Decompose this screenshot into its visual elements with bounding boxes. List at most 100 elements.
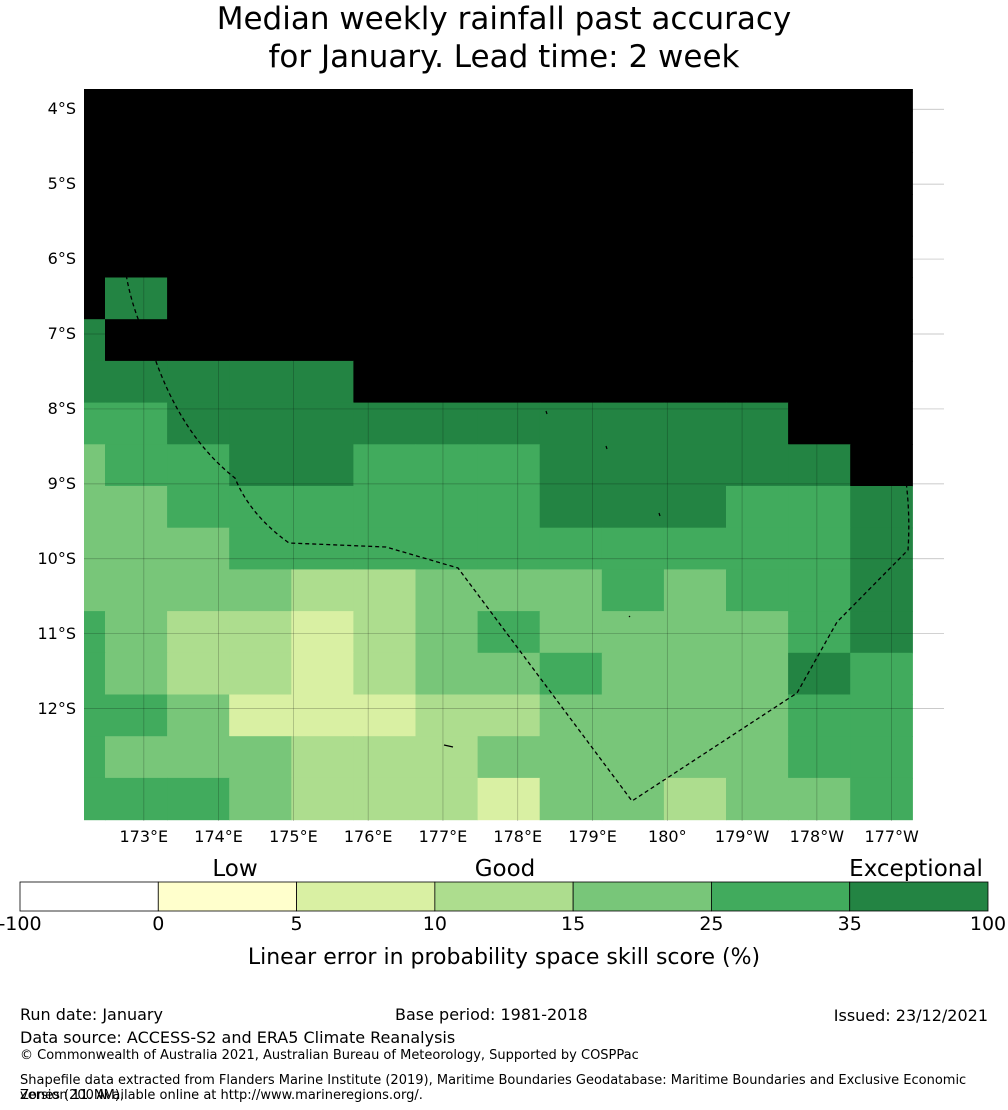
grid-cell — [539, 611, 603, 654]
grid-cell — [850, 360, 913, 404]
colorbar-segment — [572, 881, 712, 912]
grid-cell — [84, 694, 106, 737]
longitude-label: 176°E — [343, 827, 393, 846]
grid-cell — [84, 777, 106, 821]
grid-cell — [105, 694, 168, 737]
grid-cell — [788, 652, 851, 696]
grid-cell — [105, 486, 168, 529]
grid-cell — [539, 152, 603, 195]
colorbar-tick-label: -100 — [0, 913, 42, 935]
grid-cell — [850, 235, 913, 279]
grid-cell — [167, 777, 230, 821]
colorbar — [19, 881, 989, 912]
grid-cell — [726, 527, 789, 570]
title-line-2: for January. Lead time: 2 week — [268, 39, 740, 75]
issued-date: Issued: 23/12/2021 — [833, 1006, 988, 1025]
grid-cell — [291, 527, 354, 570]
grid-cell — [167, 152, 230, 195]
grid-cell — [601, 360, 665, 404]
grid-cell — [663, 152, 727, 195]
grid-cell — [167, 569, 230, 612]
grid-cell — [726, 402, 789, 445]
grid-cell — [539, 694, 603, 737]
grid-cell — [477, 444, 541, 487]
grid-cell — [850, 527, 913, 570]
grid-cell — [788, 319, 851, 362]
grid-cell — [167, 402, 230, 445]
grid-cell — [353, 402, 417, 445]
grid-cell — [229, 694, 292, 737]
atoll-marker — [567, 369, 571, 373]
grid-cell — [850, 89, 913, 112]
grid-cell — [415, 152, 479, 195]
grid-cell — [539, 277, 603, 320]
grid-cell — [105, 319, 168, 362]
grid-cell — [539, 89, 603, 112]
grid-cell — [353, 486, 417, 529]
grid-cell — [477, 569, 541, 612]
colorbar-segment — [296, 881, 436, 912]
colorbar-segment — [711, 881, 851, 912]
grid-cell — [788, 110, 851, 153]
colorbar-segment — [434, 881, 574, 912]
grid-cell — [415, 235, 479, 279]
atoll-marker — [628, 615, 631, 618]
grid-cell — [415, 611, 479, 654]
longitude-label: 179°E — [568, 827, 617, 846]
grid-cell — [84, 152, 106, 195]
grid-cell — [84, 527, 106, 570]
grid-cell — [477, 694, 541, 737]
grid-cell — [229, 319, 292, 362]
grid-cell — [477, 486, 541, 529]
grid-cell — [167, 486, 230, 529]
grid-cell — [229, 736, 292, 779]
grid-cell — [477, 110, 541, 153]
grid-cell — [229, 110, 292, 153]
grid-cell — [663, 736, 727, 779]
grid-cell — [229, 527, 292, 570]
title-line-1: Median weekly rainfall past accuracy — [216, 1, 792, 37]
latitude-label: 6°S — [47, 249, 76, 269]
grid-cell — [601, 110, 665, 153]
grid-cell — [167, 235, 230, 279]
grid-cell — [84, 89, 106, 112]
colorbar-tick-label: 100 — [969, 913, 1007, 935]
grid-cell — [601, 89, 665, 112]
grid-cell — [229, 277, 292, 320]
grid-cell — [415, 652, 479, 696]
grid-cell — [105, 444, 168, 487]
grid-cell — [726, 486, 789, 529]
grid-cell — [663, 569, 727, 612]
grid-cell — [601, 736, 665, 779]
grid-cell — [415, 360, 479, 404]
grid-cell — [167, 89, 230, 112]
colorbar-tick-label: 15 — [561, 913, 586, 935]
longitude-label: 177°W — [864, 827, 919, 846]
grid-cell — [167, 110, 230, 153]
grid-cell — [726, 694, 789, 737]
longitude-label: 179°W — [714, 827, 770, 846]
eez-boundary — [121, 107, 910, 802]
grid-cell — [291, 486, 354, 529]
grid-cell — [539, 110, 603, 153]
grid-cell — [84, 736, 106, 779]
grid-cell — [477, 611, 541, 654]
grid-cell — [788, 527, 851, 570]
latitude-label: 4°S — [47, 99, 76, 119]
atoll-marker — [545, 410, 548, 415]
grid-cell — [663, 110, 727, 153]
colorbar-segment — [849, 881, 989, 912]
grid-cell — [539, 194, 603, 237]
grid-cell — [601, 652, 665, 696]
grid-cell — [415, 319, 479, 362]
grid-cell — [415, 110, 479, 153]
latitude-label: 5°S — [47, 174, 76, 194]
grid-cell — [353, 319, 417, 362]
grid-cell — [353, 611, 417, 654]
grid-cell — [539, 486, 603, 529]
colorbar-segment — [157, 881, 297, 912]
longitude-label: 174°E — [194, 827, 243, 846]
grid-cell — [477, 402, 541, 445]
data-source: Data source: ACCESS-S2 and ERA5 Climate … — [20, 1028, 456, 1047]
grid-cell — [850, 194, 913, 237]
